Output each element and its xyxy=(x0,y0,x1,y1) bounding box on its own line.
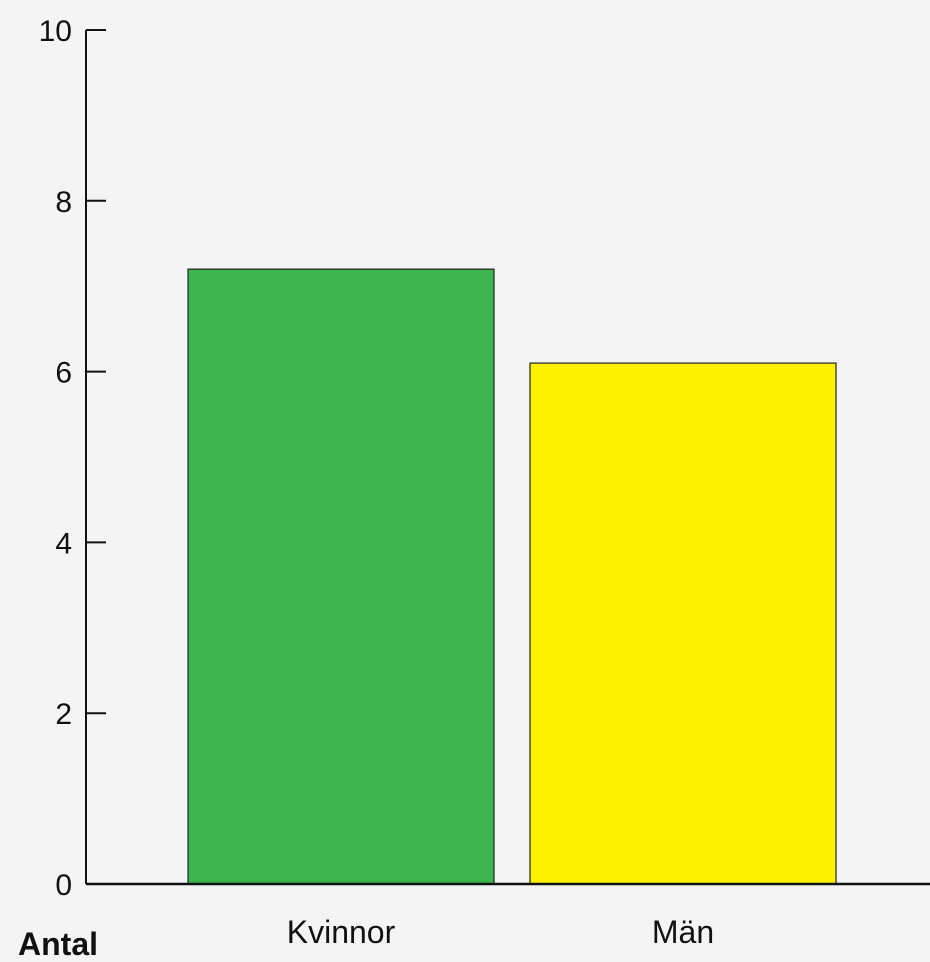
x-tick-label: Kvinnor xyxy=(287,914,396,950)
bar-kvinnor xyxy=(187,268,495,885)
y-tick-label: 10 xyxy=(39,15,72,48)
bar-män xyxy=(529,362,837,885)
y-axis-label: Antal xyxy=(18,926,98,962)
y-tick-label: 0 xyxy=(55,869,72,902)
y-axis: 0 2 4 6 8 10 xyxy=(39,15,106,902)
x-tick-labels: Kvinnor Män xyxy=(287,914,714,950)
y-tick-label: 4 xyxy=(55,527,72,560)
y-tick-label: 8 xyxy=(55,186,72,219)
y-tick-label: 2 xyxy=(55,698,72,731)
x-tick-label: Män xyxy=(652,914,714,950)
bars-group xyxy=(187,268,837,885)
y-tick-label: 6 xyxy=(55,357,72,390)
